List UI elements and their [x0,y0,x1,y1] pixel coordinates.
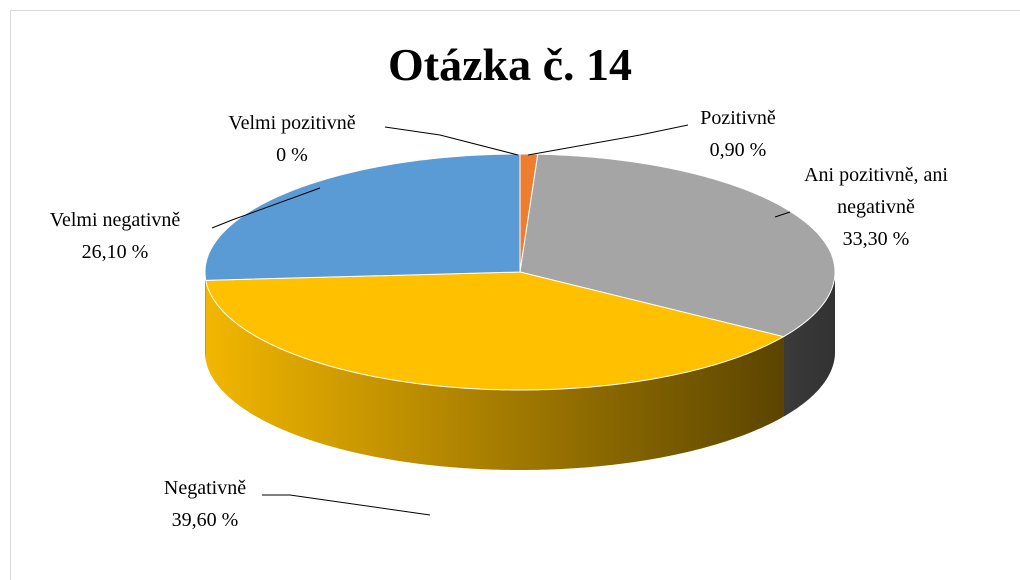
value-label: 39,60 % [171,509,239,531]
value-label: 0 % [276,144,308,166]
data-label: Pozitivně 0,90 % [668,102,808,166]
category-label: Ani pozitivně, ani negativně [804,164,948,218]
chart-border [10,10,1020,580]
category-label: Pozitivně [700,107,776,129]
category-label: Negativně [163,477,247,499]
pie-side-shade [205,280,784,470]
chart-title: Otázka č. 14 [387,39,632,90]
pie-slice [204,153,521,281]
category-label: Velmi negativně [49,209,181,231]
data-label: Ani pozitivně, ani negativně 33,30 % [791,159,961,255]
pie-side-shade [783,272,835,417]
pie-side-shade [205,272,206,361]
value-label: 0,90 % [709,139,767,161]
data-label: Velmi negativně 26,10 % [5,204,225,268]
value-label: 26,10 % [81,241,149,263]
data-label: Velmi pozitivně 0 % [192,107,392,171]
data-label: Negativně 39,60 % [125,472,285,536]
category-label: Velmi pozitivně [228,112,356,134]
leader-lines [211,124,791,516]
pie-slice [205,271,785,391]
value-label: 33,30 % [842,228,910,250]
